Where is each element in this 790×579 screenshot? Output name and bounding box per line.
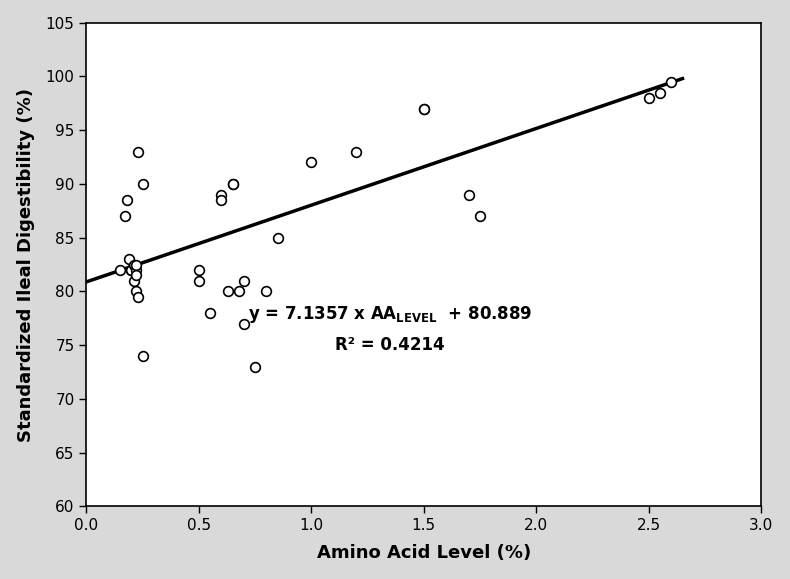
Point — [215, 195, 228, 204]
Point — [123, 255, 136, 264]
Point — [226, 179, 239, 189]
Point — [642, 93, 655, 102]
Point — [462, 190, 475, 199]
X-axis label: Amino Acid Level (%): Amino Acid Level (%) — [317, 544, 531, 562]
Point — [417, 104, 430, 113]
Point — [474, 211, 487, 221]
Point — [238, 319, 250, 328]
Point — [350, 147, 363, 156]
Point — [132, 292, 145, 302]
Point — [204, 308, 216, 317]
Point — [417, 104, 430, 113]
Point — [215, 190, 228, 199]
Point — [121, 195, 134, 204]
Point — [271, 233, 284, 242]
Point — [127, 260, 140, 269]
Y-axis label: Standardized Ileal Digestibility (%): Standardized Ileal Digestibility (%) — [17, 87, 35, 442]
Point — [653, 88, 666, 97]
Point — [130, 287, 142, 296]
Point — [137, 179, 149, 189]
Point — [130, 260, 142, 269]
Point — [137, 351, 149, 361]
Point — [226, 179, 239, 189]
Point — [114, 265, 126, 274]
Point — [193, 276, 205, 285]
Text: y = 7.1357 x AA$_{\mathregular{LEVEL}}$  + 80.889
R² = 0.4214: y = 7.1357 x AA$_{\mathregular{LEVEL}}$ … — [248, 304, 532, 354]
Point — [238, 276, 250, 285]
Point — [222, 287, 235, 296]
Point — [125, 265, 137, 274]
Point — [118, 211, 131, 221]
Point — [130, 270, 142, 280]
Point — [127, 276, 140, 285]
Point — [233, 287, 246, 296]
Point — [249, 362, 261, 371]
Point — [130, 265, 142, 274]
Point — [125, 265, 137, 274]
Point — [132, 147, 145, 156]
Point — [260, 287, 273, 296]
Point — [665, 77, 678, 86]
Point — [305, 158, 318, 167]
Point — [193, 265, 205, 274]
